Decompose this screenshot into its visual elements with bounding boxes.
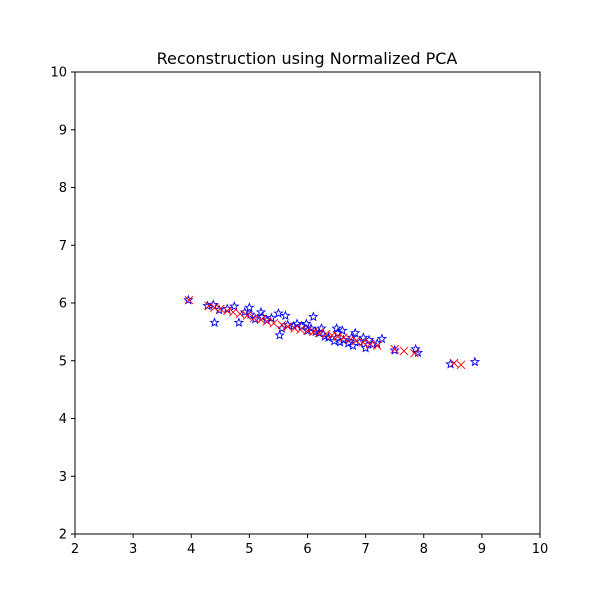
- x-point: [242, 311, 252, 321]
- axes-frame: [74, 71, 541, 535]
- x-point: [365, 339, 375, 349]
- star-point: [233, 317, 245, 328]
- star-point: [342, 337, 354, 348]
- star-point: [273, 307, 284, 318]
- star-point: [308, 311, 319, 322]
- star-point: [412, 347, 424, 358]
- x-point: [449, 358, 459, 368]
- star-point: [209, 317, 220, 328]
- x-point: [358, 337, 368, 347]
- x-point: [256, 315, 266, 325]
- x-point: [303, 326, 312, 336]
- star-point: [280, 310, 291, 321]
- star-point: [245, 309, 256, 319]
- star-point: [358, 332, 369, 343]
- x-point: [262, 317, 272, 326]
- x-point: [228, 307, 238, 317]
- x-tick-label: 10: [532, 542, 549, 557]
- x-point: [215, 304, 225, 314]
- star-point: [331, 322, 342, 333]
- x-point: [283, 322, 293, 331]
- x-tick-label: 2: [71, 542, 79, 557]
- x-point: [456, 360, 466, 370]
- star-point: [389, 344, 400, 355]
- y-tick-label: 7: [59, 239, 67, 254]
- y-tick-label: 8: [59, 181, 67, 196]
- star-point: [250, 313, 261, 324]
- star-point: [301, 318, 312, 329]
- star-point: [349, 327, 361, 338]
- star-point: [334, 336, 346, 347]
- x-point: [235, 309, 245, 319]
- x-point: [333, 332, 343, 341]
- star-point: [376, 333, 388, 344]
- y-tick-label: 3: [59, 470, 67, 485]
- x-tick-label: 3: [129, 542, 137, 557]
- star-point: [213, 304, 225, 315]
- star-point: [360, 342, 371, 353]
- star-point: [363, 334, 375, 345]
- star-point: [229, 301, 240, 311]
- y-tick-label: 6: [59, 297, 67, 312]
- x-tick-label: 7: [361, 542, 369, 557]
- x-point: [399, 346, 409, 356]
- x-tick-label: 8: [420, 542, 428, 557]
- x-point: [290, 324, 300, 333]
- x-tick-label: 9: [478, 542, 486, 557]
- x-point: [249, 313, 259, 323]
- x-point: [296, 325, 305, 334]
- star-point: [276, 322, 288, 333]
- x-point: [352, 336, 361, 345]
- star-point: [274, 329, 285, 340]
- y-tick-label: 5: [59, 354, 67, 369]
- y-tick-label: 2: [59, 528, 67, 543]
- star-point: [346, 332, 357, 343]
- y-tick-label: 10: [50, 66, 67, 81]
- x-point: [321, 329, 331, 339]
- x-point: [346, 335, 355, 344]
- star-point: [469, 356, 481, 367]
- x-point: [314, 328, 324, 338]
- star-point: [313, 327, 325, 338]
- star-point: [337, 325, 348, 336]
- star-point: [183, 294, 194, 305]
- x-point: [327, 331, 337, 340]
- x-point: [204, 301, 214, 311]
- x-point: [390, 344, 400, 354]
- x-point: [210, 303, 219, 312]
- star-point: [255, 306, 267, 317]
- x-point: [222, 306, 232, 316]
- x-point: [410, 348, 419, 358]
- x-point: [277, 320, 287, 330]
- y-tick-label: 4: [59, 412, 67, 427]
- x-tick-label: 5: [245, 542, 253, 557]
- x-point: [339, 333, 348, 342]
- chart-title: Reconstruction using Normalized PCA: [157, 49, 458, 68]
- star-point: [347, 340, 359, 351]
- x-point: [269, 318, 279, 328]
- star-point: [266, 312, 277, 323]
- x-tick-label: 4: [187, 542, 195, 557]
- plot-area: 2 3 4 5 6 7 8 9 10 2 3 4 5 6 7 8 9 10: [50, 66, 548, 558]
- y-tick-label: 9: [59, 123, 67, 138]
- x-tick-label: 6: [303, 542, 311, 557]
- x-point: [308, 327, 318, 337]
- x-point: [372, 341, 382, 351]
- star-point: [329, 335, 340, 346]
- x-point: [184, 295, 194, 305]
- star-point: [244, 302, 255, 313]
